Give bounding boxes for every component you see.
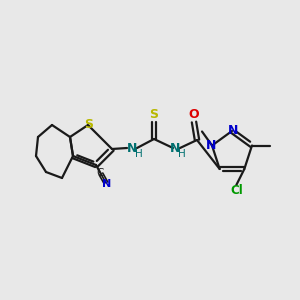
Text: C: C [96,168,104,178]
Text: N: N [170,142,180,154]
Text: N: N [228,124,238,137]
Text: S: S [85,118,94,130]
Text: O: O [189,109,199,122]
Text: H: H [135,149,143,159]
Text: Cl: Cl [230,184,243,197]
Text: S: S [149,109,158,122]
Text: H: H [178,149,186,159]
Text: N: N [206,139,216,152]
Text: N: N [127,142,137,154]
Text: N: N [102,179,112,189]
